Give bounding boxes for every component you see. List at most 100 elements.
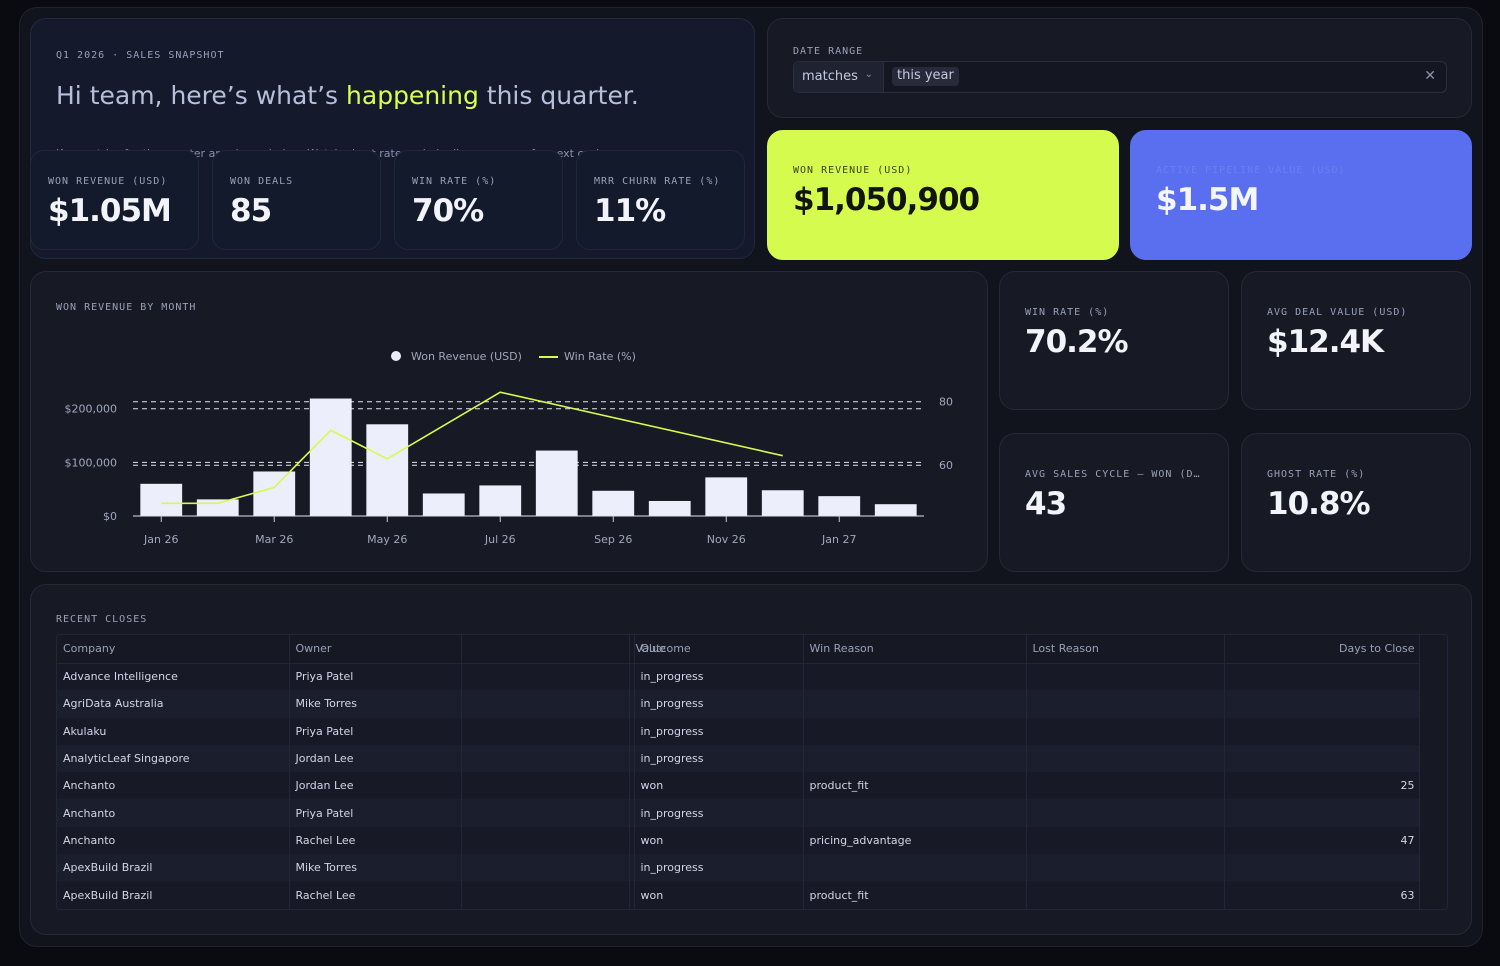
y-left-tick-label: $200,000 xyxy=(65,403,118,416)
table-cell: $36,000 xyxy=(629,663,635,691)
bar xyxy=(761,490,804,516)
table-cell: ApexBuild Brazil xyxy=(57,854,290,882)
table-cell xyxy=(1224,799,1422,827)
table-cell: in_progress xyxy=(634,854,804,882)
table-cell: in_progress xyxy=(634,799,804,827)
bar xyxy=(422,493,465,516)
highlight-label: WON REVENUE (USD) xyxy=(793,165,913,176)
column-header[interactable]: Days to Close xyxy=(1224,635,1422,664)
table-cell: Jordan Lee xyxy=(289,744,462,773)
table-cell: in_progress xyxy=(634,717,804,745)
hero-title-pre: Hi team, here’s what’s xyxy=(56,81,347,110)
table-cell: $60,000 xyxy=(629,799,635,827)
table-cell xyxy=(1026,744,1225,773)
table-cell: ApexBuild Brazil xyxy=(57,881,290,909)
bar xyxy=(818,496,861,516)
column-header[interactable] xyxy=(461,635,630,664)
table-cell: product_fit xyxy=(803,881,1027,909)
stat-label: WIN RATE (%) xyxy=(1025,307,1110,318)
table-cell: in_progress xyxy=(634,744,804,773)
y-right-tick-label: 80 xyxy=(939,396,953,409)
table-cell xyxy=(1026,717,1225,745)
bar xyxy=(648,500,691,516)
operator-select[interactable]: matches ⌄ xyxy=(794,62,884,92)
x-tick-label: Sep 26 xyxy=(594,533,632,546)
bar xyxy=(874,504,917,516)
table-cell: Anchanto xyxy=(57,772,290,800)
table-cell: $2,400 xyxy=(629,772,635,800)
table-cell xyxy=(1026,690,1225,718)
table-cell xyxy=(1026,826,1225,855)
recent-closes-table: Company Owner Value Outcome Win Reason Lost R… xyxy=(56,634,1448,910)
x-tick-label: Jan 26 xyxy=(143,533,178,546)
table-cell xyxy=(803,854,1027,882)
table-cell: Rachel Lee xyxy=(289,881,462,909)
table-cell: Anchanto xyxy=(57,826,290,855)
stat-card-sales-cycle: AVG SALES CYCLE — WON (D... 43 xyxy=(999,433,1229,572)
hero-title-highlight: happening xyxy=(346,81,479,110)
table-cell: pricing_advantage xyxy=(803,826,1027,855)
table-cell: in_progress xyxy=(634,690,804,718)
stat-card-avg-deal: AVG DEAL VALUE (USD) $12.4K xyxy=(1241,271,1471,410)
table-cell xyxy=(461,690,630,718)
table-cell xyxy=(1224,717,1422,745)
x-tick-label: Mar 26 xyxy=(255,533,293,546)
bar xyxy=(705,477,748,516)
operator-value: matches xyxy=(802,69,858,84)
table-cell: $500 xyxy=(629,717,635,745)
kpi-label: MRR CHURN RATE (%) xyxy=(594,176,721,187)
hero-title: Hi team, here’s what’s happening this qu… xyxy=(56,81,639,110)
date-range-label: DATE RANGE xyxy=(793,46,864,57)
bar xyxy=(140,483,183,516)
table-cell xyxy=(461,826,630,855)
x-tick-label: Nov 26 xyxy=(707,533,746,546)
table-cell: Priya Patel xyxy=(289,717,462,745)
table-cell xyxy=(461,663,630,691)
column-header[interactable]: Lost Reason xyxy=(1026,635,1225,664)
y-left-tick-label: $100,000 xyxy=(65,456,118,469)
stat-value: $12.4K xyxy=(1267,324,1384,360)
column-header[interactable]: Win Reason xyxy=(803,635,1027,664)
table-cell: in_progress xyxy=(634,663,804,691)
pipeline-highlight-card: ACTIVE PIPELINE VALUE (USD) $1.5M xyxy=(1130,130,1472,260)
table-cell: product_fit xyxy=(803,772,1027,800)
x-tick-label: May 26 xyxy=(367,533,407,546)
table-cell xyxy=(461,772,630,800)
table-cell: 63 xyxy=(1224,881,1422,909)
bar xyxy=(309,398,352,516)
table-cell xyxy=(803,663,1027,691)
column-header[interactable]: Company xyxy=(57,635,290,664)
chart-card: WON REVENUE BY MONTH $0 $100,000 $200,000 6… xyxy=(30,271,988,572)
hero-kpi-card: WIN RATE (%) 70% xyxy=(394,150,563,250)
table-cell xyxy=(803,690,1027,718)
table-cell xyxy=(803,799,1027,827)
table-cell: Anchanto xyxy=(57,799,290,827)
win-rate-line xyxy=(161,391,783,505)
hero-kpi-card: WON REVENUE (USD) $1.05M xyxy=(30,150,199,250)
table-cell: won xyxy=(634,772,804,800)
column-header[interactable]: Outcome xyxy=(634,635,804,664)
bar xyxy=(366,424,409,516)
column-header[interactable]: Owner xyxy=(289,635,462,664)
recent-closes-card: RECENT CLOSES Company Owner Value Outcome Wi… xyxy=(30,584,1472,935)
bar xyxy=(535,450,578,516)
stat-label: GHOST RATE (%) xyxy=(1267,469,1366,480)
highlight-value: $1,050,900 xyxy=(793,182,980,218)
table-cell xyxy=(1224,744,1422,773)
value-chip[interactable]: this year xyxy=(892,67,959,86)
table-cell xyxy=(461,744,630,773)
table-scrollbar[interactable] xyxy=(1419,635,1447,909)
close-icon[interactable]: ✕ xyxy=(1424,68,1436,84)
table-cell: Rachel Lee xyxy=(289,826,462,855)
kpi-label: WON DEALS xyxy=(230,176,294,187)
date-range-filter: matches ⌄ this year ✕ xyxy=(793,61,1447,93)
